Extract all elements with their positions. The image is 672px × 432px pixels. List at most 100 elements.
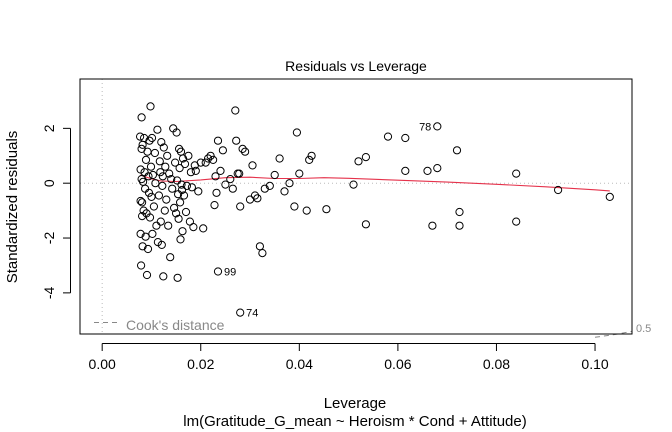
point-labels: 78 99 74	[224, 121, 431, 319]
data-point	[285, 179, 294, 188]
data-point	[455, 207, 464, 217]
data-point	[171, 158, 180, 167]
data-point	[250, 191, 260, 200]
data-point	[221, 180, 230, 189]
data-point	[139, 177, 148, 186]
x-tick-label: 0.10	[581, 356, 608, 372]
legend-label: Cook's distance	[126, 317, 225, 333]
data-point	[168, 184, 177, 193]
data-point	[290, 202, 299, 211]
data-point	[175, 164, 184, 173]
data-point	[186, 168, 195, 177]
data-point	[137, 113, 146, 122]
data-point	[176, 198, 185, 207]
data-point	[238, 144, 247, 153]
chart-title: Residuals vs Leverage	[285, 58, 427, 74]
data-point	[196, 158, 205, 167]
data-point	[138, 198, 147, 207]
data-point	[181, 207, 191, 217]
data-point	[213, 267, 223, 276]
data-point	[154, 191, 163, 200]
data-point	[170, 203, 179, 212]
data-point	[144, 172, 153, 181]
data-point	[235, 169, 244, 178]
data-point	[138, 242, 147, 251]
data-point	[146, 162, 156, 171]
data-point	[401, 166, 410, 175]
data-point	[167, 175, 176, 184]
data-point	[180, 159, 190, 169]
x-tick-label: 0.08	[483, 356, 510, 372]
data-point	[173, 273, 182, 282]
data-point	[177, 180, 186, 189]
data-point	[209, 155, 218, 164]
data-points	[136, 102, 614, 317]
data-point	[139, 206, 148, 215]
data-point	[164, 221, 173, 230]
data-point	[152, 221, 161, 230]
data-point	[159, 143, 168, 152]
data-point	[187, 183, 196, 192]
data-point	[236, 308, 245, 317]
data-point	[212, 188, 221, 197]
point-label: 99	[224, 266, 236, 278]
data-point	[158, 181, 167, 190]
data-point	[322, 205, 331, 214]
data-point	[292, 128, 301, 137]
cooks-distance-legend: Cook's distance	[94, 317, 225, 333]
data-point	[177, 185, 187, 195]
data-point	[401, 133, 410, 143]
y-tick-label: -4	[41, 286, 57, 299]
data-point	[194, 187, 203, 196]
data-point	[232, 136, 241, 145]
data-point	[145, 136, 154, 145]
data-point	[428, 221, 437, 230]
data-point	[148, 229, 157, 238]
data-point	[142, 270, 152, 280]
data-point	[147, 192, 156, 201]
plot-frame	[79, 78, 633, 335]
data-point	[213, 136, 223, 145]
data-point	[166, 253, 175, 262]
y-tick-label: 0	[41, 179, 57, 187]
data-point	[255, 242, 264, 251]
data-point	[137, 261, 146, 270]
data-point	[258, 249, 267, 258]
data-point	[161, 162, 170, 171]
data-point	[512, 217, 521, 226]
data-point	[155, 157, 164, 166]
x-axis-label: Leverage	[324, 395, 387, 412]
y-axis-label: Standardized residuals	[4, 131, 21, 284]
data-point	[145, 213, 155, 222]
data-point	[349, 180, 358, 189]
y-tick-label: -2	[41, 232, 57, 245]
x-tick-label: 0.02	[187, 356, 214, 372]
data-point	[153, 125, 162, 134]
data-point	[157, 138, 166, 147]
data-point	[554, 185, 563, 195]
data-point	[204, 154, 213, 163]
data-point	[173, 176, 182, 185]
y-tick-label: 2	[41, 124, 57, 132]
data-point	[280, 187, 289, 196]
data-point	[149, 202, 158, 211]
data-point	[141, 232, 150, 241]
data-point	[305, 155, 314, 164]
data-point	[143, 147, 152, 156]
data-point	[136, 196, 145, 206]
data-point	[245, 195, 255, 204]
data-point	[270, 170, 279, 180]
data-point	[163, 151, 172, 160]
cooks-contour-label: 0.5	[636, 323, 651, 335]
data-point	[147, 133, 157, 143]
data-point	[361, 220, 370, 229]
data-point	[433, 164, 442, 173]
data-point	[512, 169, 521, 178]
data-point	[228, 184, 237, 193]
data-point	[172, 209, 181, 218]
point-label: 78	[419, 121, 431, 133]
data-point	[156, 168, 165, 177]
chart-subtitle: lm(Gratitude_G_mean ~ Heroism * Cond + A…	[183, 413, 527, 430]
data-point	[191, 166, 200, 175]
